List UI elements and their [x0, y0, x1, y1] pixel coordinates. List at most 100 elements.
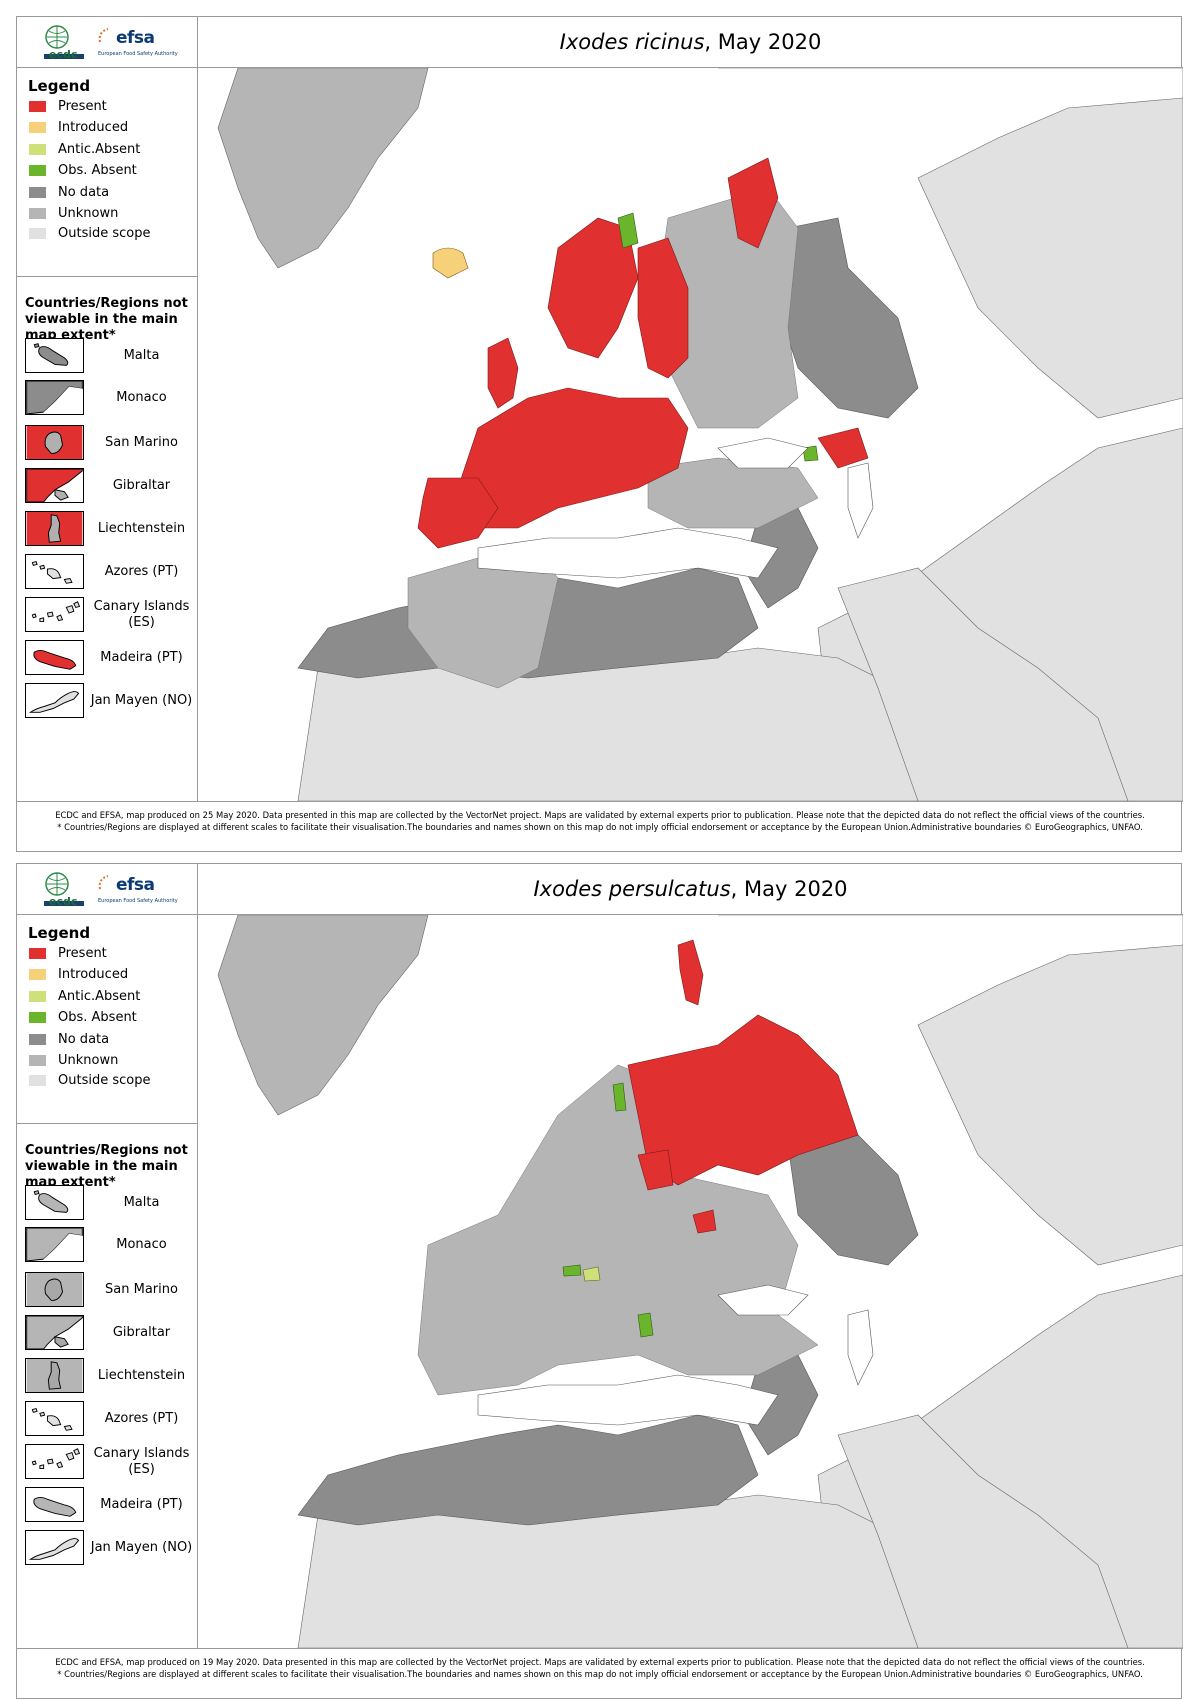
inset-canary-islands: Canary Islands (ES) — [25, 1444, 195, 1480]
ecdc-logo-text: ecdc — [49, 895, 78, 908]
legend-item-outside-scope: Outside scope — [29, 1071, 150, 1089]
efsa-logo-subtitle: European Food Safety Authority — [98, 898, 178, 904]
inset-label: Malta — [123, 347, 160, 363]
efsa-logo: efsa European Food Safety Authority — [96, 871, 188, 909]
legend-item-unknown: Unknown — [29, 204, 118, 222]
legend-item-no-data: No data — [29, 183, 109, 201]
efsa-logo-subtitle: European Food Safety Authority — [98, 51, 178, 57]
efsa-logo: efsa European Food Safety Authority — [96, 24, 188, 62]
inset-label: Malta — [123, 1194, 160, 1210]
inset-map-gibraltar — [25, 468, 84, 503]
inset-shape — [26, 1228, 83, 1261]
inset-jan-mayen: Jan Mayen (NO) — [25, 683, 195, 719]
land-unknown-europe — [417, 1064, 819, 1396]
legend-item-no-data: No data — [29, 1030, 109, 1048]
logo-bar: ecdc efsa European Food Safety Authority — [17, 17, 198, 68]
inset-jan-mayen: Jan Mayen (NO) — [25, 1530, 195, 1566]
inset-map-madeira — [25, 1487, 84, 1522]
land-present-baltic — [637, 1149, 674, 1191]
inset-shape — [28, 1538, 80, 1560]
sea-black — [717, 1284, 809, 1316]
land-obs-absent-sweden — [612, 1082, 627, 1112]
land-present-caucasus — [817, 427, 869, 469]
land-present-ukraine-patch — [692, 1209, 717, 1234]
inset-label: Gibraltar — [112, 1324, 171, 1340]
sea-caspian — [847, 462, 874, 539]
legend-item-introduced: Introduced — [29, 118, 128, 136]
inset-map-madeira — [25, 640, 84, 675]
map-title-species: Ixodes ricinus — [559, 30, 705, 54]
map-footer: ECDC and EFSA, map produced on 19 May 20… — [17, 1648, 1183, 1700]
inset-liechtenstein: Liechtenstein — [25, 1358, 195, 1394]
inset-label: Madeira (PT) — [100, 1496, 183, 1512]
inset-shape — [31, 1408, 73, 1431]
legend-swatch — [29, 1033, 46, 1045]
legend-swatch — [29, 1054, 46, 1066]
legend-swatch — [29, 968, 46, 980]
legend-swatch — [29, 1074, 46, 1086]
map-panel-ixodes-ricinus: ecdc efsa European Food Safety Authority… — [16, 16, 1183, 853]
inset-heading: Countries/Regions not viewable in the ma… — [25, 1143, 188, 1190]
legend-swatch — [29, 100, 46, 112]
map-title-species: Ixodes persulcatus — [533, 877, 731, 901]
sea-black — [717, 437, 809, 469]
map-sidebar: ecdc efsa European Food Safety Authority… — [17, 17, 198, 801]
inset-label: Azores (PT) — [104, 563, 179, 579]
legend-item-antic-absent: Antic.Absent — [29, 140, 140, 158]
inset-canary-islands: Canary Islands (ES) — [25, 597, 195, 633]
legend-title: Legend — [28, 77, 91, 95]
land-present-scandinavia — [547, 217, 639, 359]
inset-shape — [33, 1496, 77, 1517]
inset-monaco: Monaco — [25, 380, 195, 416]
inset-shape — [26, 1316, 83, 1349]
legend-divider — [17, 1123, 198, 1124]
inset-shape — [31, 601, 81, 623]
inset-map-san-marino — [25, 1272, 84, 1307]
land-present-novaya-zemlya — [677, 939, 704, 1006]
ecdc-logo: ecdc — [41, 24, 87, 62]
footer-disclaimer: * Countries/Regions are displayed at dif… — [57, 822, 1143, 832]
legend-swatch — [29, 947, 46, 959]
land-present-uk — [487, 337, 519, 409]
map-title: Ixodes ricinus, May 2020 — [198, 17, 1183, 68]
inset-map-liechtenstein — [25, 511, 84, 546]
legend-item-antic-absent: Antic.Absent — [29, 987, 140, 1005]
main-map[interactable] — [198, 915, 1183, 1648]
land-no-data-north-africa — [297, 1414, 759, 1526]
inset-label: San Marino — [105, 434, 178, 450]
inset-azores: Azores (PT) — [25, 554, 195, 590]
legend-item-unknown: Unknown — [29, 1051, 118, 1069]
inset-shape — [33, 343, 69, 366]
legend-swatch — [29, 227, 46, 239]
legend-swatch — [29, 207, 46, 219]
inset-map-canary-islands — [25, 597, 84, 632]
land-obs-absent-balkan — [637, 1312, 654, 1338]
inset-label: Monaco — [116, 1236, 167, 1252]
inset-label: Jan Mayen (NO) — [90, 1539, 193, 1555]
legend-item-introduced: Introduced — [29, 965, 128, 983]
inset-gibraltar: Gibraltar — [25, 1315, 195, 1351]
inset-map-malta — [25, 1185, 84, 1220]
inset-shape — [33, 1190, 69, 1213]
inset-map-azores — [25, 554, 84, 589]
legend-swatch — [29, 164, 46, 176]
land-outside-east-block — [917, 944, 1183, 1266]
sea-mediterranean — [477, 527, 779, 579]
land-present-iberia — [417, 477, 499, 549]
inset-malta: Malta — [25, 1185, 195, 1221]
inset-map-liechtenstein — [25, 1358, 84, 1393]
inset-map-malta — [25, 338, 84, 373]
main-map[interactable] — [198, 68, 1183, 801]
logo-bar: ecdc efsa European Food Safety Authority — [17, 864, 198, 915]
inset-shape — [26, 469, 83, 502]
map-footer: ECDC and EFSA, map produced on 25 May 20… — [17, 801, 1183, 853]
land-outside-arabia — [837, 567, 1129, 801]
inset-malta: Malta — [25, 338, 195, 374]
legend-item-outside-scope: Outside scope — [29, 224, 150, 242]
inset-map-canary-islands — [25, 1444, 84, 1479]
footer-credit: ECDC and EFSA, map produced on 19 May 20… — [55, 1657, 1145, 1667]
land-greenland — [217, 915, 429, 1116]
land-outside-arabia — [837, 1414, 1129, 1648]
inset-map-gibraltar — [25, 1315, 84, 1350]
inset-map-jan-mayen — [25, 683, 84, 718]
